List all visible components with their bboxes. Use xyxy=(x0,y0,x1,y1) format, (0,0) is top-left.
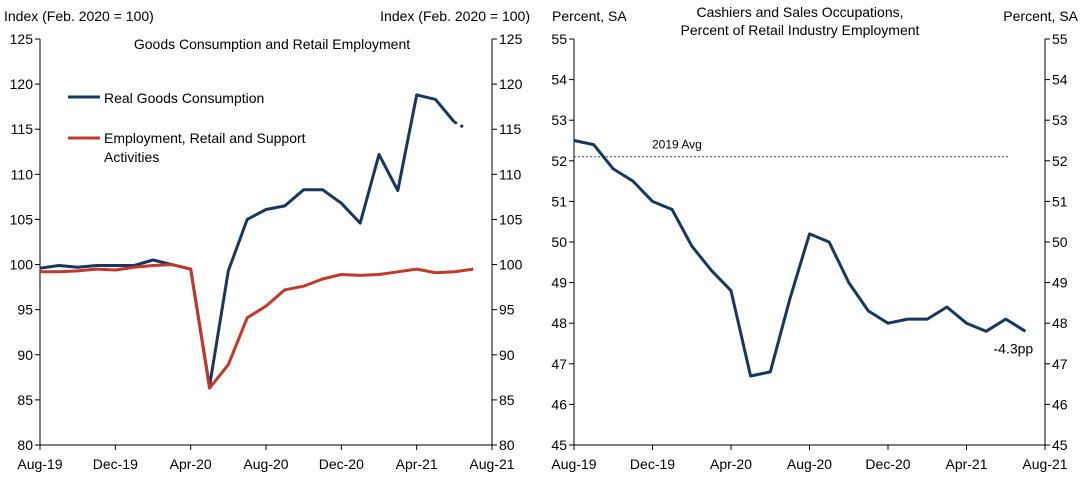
chart2-xtick-label: Dec-19 xyxy=(630,456,675,472)
chart1-right-y-axis: 80 85 90 95 100 105 110 115 120 125 xyxy=(491,31,523,453)
chart2-left-axis-label: Percent, SA xyxy=(552,8,627,24)
chart1-ytick-label-right: 95 xyxy=(499,302,515,318)
chart2-x-axis: Aug-19 Dec-19 Apr-20 Aug-20 Dec-20 Apr-21 Aug-… xyxy=(551,444,1068,472)
chart2-left-y-axis: 45 46 47 48 49 50 51 52 53 54 55 xyxy=(551,31,575,453)
chart1-legend: Real Goods Consumption Employment, Retai… xyxy=(68,90,309,165)
chart2-reference: 2019 Avg xyxy=(574,138,1008,158)
chart1-series xyxy=(39,93,474,390)
chart2-series xyxy=(573,139,1027,378)
chart-cashiers-share: Percent, SA Percent, SA Cashiers and Sal… xyxy=(551,4,1078,472)
chart1-xtick-label: Aug-21 xyxy=(469,456,514,472)
chart2-ytick-label-right: 45 xyxy=(1052,437,1068,453)
ref-label-2019-avg: 2019 Avg xyxy=(652,138,702,152)
chart1-ytick-label-right: 105 xyxy=(499,211,523,227)
chart2-ytick-label-left: 50 xyxy=(551,234,567,250)
chart2-ytick-label-right: 51 xyxy=(1052,193,1068,209)
chart2-ytick-label-left: 51 xyxy=(551,193,567,209)
chart2-xtick-label: Aug-20 xyxy=(787,456,832,472)
chart1-ytick-label-left: 105 xyxy=(10,211,34,227)
legend-label-employment-line2: Activities xyxy=(104,149,159,165)
chart2-xtick-label: Aug-21 xyxy=(1022,456,1067,472)
chart2-ytick-label-right: 49 xyxy=(1052,275,1068,291)
chart1-right-axis-label: Index (Feb. 2020 = 100) xyxy=(380,8,530,24)
chart1-ytick-label-right: 90 xyxy=(499,347,515,363)
chart1-ytick-label-left: 115 xyxy=(11,121,34,137)
chart1-series-line-0 xyxy=(39,93,456,388)
chart2-ytick-label-right: 52 xyxy=(1052,153,1068,169)
chart1-ytick-label-left: 125 xyxy=(10,31,34,47)
chart2-ytick-label-left: 46 xyxy=(551,396,567,412)
chart1-xtick-label: Apr-20 xyxy=(170,456,212,472)
chart1-xtick-label: Aug-19 xyxy=(17,456,62,472)
chart2-xtick-label: Apr-20 xyxy=(710,456,752,472)
chart2-ytick-label-left: 52 xyxy=(551,153,567,169)
chart1-ytick-label-right: 115 xyxy=(499,121,522,137)
chart-goods-consumption: Index (Feb. 2020 = 100) Index (Feb. 2020… xyxy=(4,8,530,472)
chart2-series-line-0 xyxy=(573,139,1027,378)
chart1-ytick-label-left: 120 xyxy=(10,76,34,92)
chart2-ytick-label-left: 54 xyxy=(551,72,567,88)
chart2-ytick-label-left: 45 xyxy=(551,437,567,453)
chart1-xtick-label: Dec-20 xyxy=(319,456,364,472)
chart1-xtick-label: Dec-19 xyxy=(93,456,138,472)
chart1-ytick-label-right: 100 xyxy=(499,257,523,273)
chart2-xtick-label: Aug-19 xyxy=(551,456,596,472)
chart1-left-y-axis: 80 85 90 95 100 105 110 115 120 125 xyxy=(10,31,41,453)
chart2-ytick-label-right: 47 xyxy=(1052,356,1068,372)
chart2-ytick-label-right: 50 xyxy=(1052,234,1068,250)
chart2-annotation-change: -4.3pp xyxy=(994,340,1034,356)
chart1-ytick-label-left: 90 xyxy=(17,347,33,363)
chart1-title: Goods Consumption and Retail Employment xyxy=(134,36,410,52)
chart1-ytick-label-left: 80 xyxy=(17,437,33,453)
chart2-right-axis-label: Percent, SA xyxy=(1003,8,1078,24)
chart1-ytick-label-right: 85 xyxy=(499,392,515,408)
chart1-series-line-0-dotted xyxy=(453,120,467,130)
chart2-xtick-label: Apr-21 xyxy=(945,456,987,472)
chart2-ytick-label-left: 49 xyxy=(551,275,567,291)
chart1-ytick-label-left: 85 xyxy=(17,392,33,408)
chart2-ytick-label-right: 54 xyxy=(1052,72,1068,88)
chart2-ytick-label-left: 53 xyxy=(551,112,567,128)
chart1-x-axis: Aug-19 Dec-19 Apr-20 Aug-20 Dec-20 Apr-21 Aug-… xyxy=(17,444,515,472)
legend-label-real-goods: Real Goods Consumption xyxy=(104,90,264,106)
chart2-ytick-label-right: 55 xyxy=(1052,31,1068,47)
chart1-ytick-label-left: 95 xyxy=(17,302,33,318)
chart1-ytick-label-right: 125 xyxy=(499,31,523,47)
chart1-ytick-label-right: 110 xyxy=(499,166,522,182)
chart2-ytick-label-right: 53 xyxy=(1052,112,1068,128)
chart2-ytick-label-left: 47 xyxy=(551,356,567,372)
chart1-series-line-1 xyxy=(40,263,474,390)
chart2-ytick-label-left: 48 xyxy=(551,315,567,331)
chart2-ytick-label-right: 48 xyxy=(1052,315,1068,331)
chart1-xtick-label: Apr-21 xyxy=(396,456,438,472)
legend-label-employment-line1: Employment, Retail and Support xyxy=(104,130,306,146)
chart2-ytick-label-left: 55 xyxy=(551,31,567,47)
chart1-ytick-label-left: 100 xyxy=(10,257,34,273)
chart2-xtick-label: Dec-20 xyxy=(865,456,910,472)
chart2-right-y-axis: 45 46 47 48 49 50 51 52 53 54 55 xyxy=(1044,31,1068,453)
legend-label-employment: Employment, Retail and Support Activitie… xyxy=(104,130,309,165)
chart1-ytick-label-right: 120 xyxy=(499,76,523,92)
chart2-title-line2: Percent of Retail Industry Employment xyxy=(681,22,920,38)
chart1-xtick-label: Aug-20 xyxy=(243,456,288,472)
chart1-ytick-label-right: 80 xyxy=(499,437,515,453)
chart1-left-axis-label: Index (Feb. 2020 = 100) xyxy=(4,8,154,24)
chart2-title-line1: Cashiers and Sales Occupations, xyxy=(697,4,904,20)
chart1-ytick-label-left: 110 xyxy=(11,166,34,182)
chart2-ytick-label-right: 46 xyxy=(1052,396,1068,412)
